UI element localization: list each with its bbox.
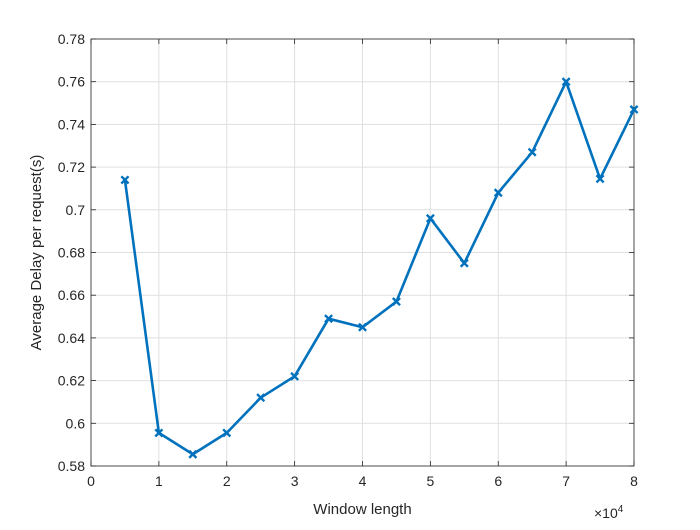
data-point-marker [358,322,367,332]
y-tick-label: 0.62 [58,373,85,389]
data-series [120,77,639,459]
marker-stroke [256,393,266,403]
data-point-marker [459,258,469,268]
y-tick-label: 0.74 [58,116,85,132]
data-point-marker [222,428,232,438]
marker-stroke [154,428,164,438]
y-tick-label: 0.7 [66,202,86,218]
x-tick-label: 6 [494,473,502,489]
data-point-marker [324,314,334,324]
data-point-marker [629,105,639,114]
x-tick-label: 1 [155,473,163,489]
x-tick-label: 3 [291,473,299,489]
y-tick-label: 0.58 [58,458,85,474]
marker-stroke [290,371,300,381]
y-tick-label: 0.6 [66,415,86,431]
data-point-marker [561,77,571,87]
y-tick-label: 0.76 [58,74,85,90]
data-point-marker [154,428,164,438]
data-point-marker [391,297,401,307]
x-tick-label: 4 [359,473,367,489]
y-tick-label: 0.72 [58,159,85,175]
marker-stroke [595,174,605,184]
data-point-marker [425,213,435,223]
x-tick-label: 5 [426,473,434,489]
data-point-marker [188,449,198,459]
y-axis-label: Average Delay per request(s) [28,155,45,351]
data-point-marker [595,174,605,184]
marker-stroke [561,77,571,87]
x-tick-label: 7 [562,473,570,489]
x-axis-exponent: ×104 [594,504,624,521]
x-axis-label: Window length [313,501,411,518]
marker-stroke [324,314,334,324]
data-point-marker [256,393,266,403]
marker-stroke [629,105,639,114]
data-point-marker [290,371,300,381]
marker-stroke [188,449,198,459]
data-point-marker [120,175,130,185]
series-line [123,80,636,456]
marker-stroke [120,175,130,185]
data-point-marker [493,188,503,198]
data-point-marker [527,147,537,157]
grid [90,38,635,467]
y-tick-label: 0.78 [58,31,85,47]
x-tick-label: 2 [223,473,231,489]
marker-stroke [222,428,232,438]
marker-stroke [391,297,401,307]
y-tick-label: 0.64 [58,330,85,346]
y-tick-label: 0.66 [58,287,85,303]
x-axis-exponent-power: 4 [618,504,624,515]
x-tick-label: 8 [630,473,638,489]
marker-stroke [358,322,367,332]
tick-labels: 0 1 2 3 4 5 6 7 8 0.58 0.6 0.62 0.64 0.66 0.68 0.7 0.72 0… [58,31,638,489]
marker-stroke [425,213,435,223]
y-tick-label: 0.68 [58,245,85,261]
marker-stroke [493,188,503,198]
x-axis-exponent-base: ×10 [594,505,618,521]
marker-stroke [527,147,537,157]
x-tick-label: 0 [87,473,95,489]
marker-stroke [459,258,469,268]
ticks [90,38,635,467]
